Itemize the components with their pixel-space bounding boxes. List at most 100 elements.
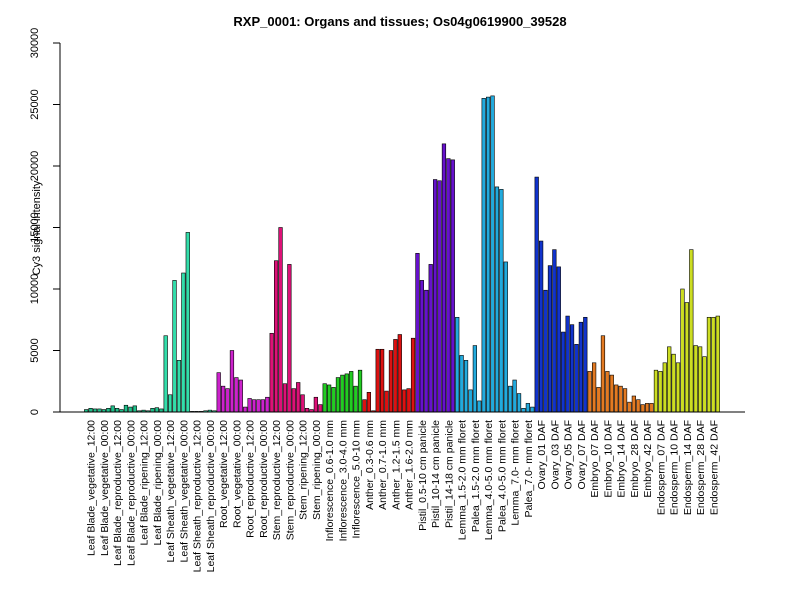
bar bbox=[627, 401, 632, 413]
x-category-label: Leaf Sheath_vegetative_00:00 bbox=[178, 420, 190, 563]
bar bbox=[516, 393, 522, 413]
bar bbox=[592, 362, 597, 413]
x-category-label: Lemma_7.0- mm floret bbox=[510, 420, 522, 526]
bar bbox=[397, 334, 402, 413]
bar bbox=[375, 348, 380, 413]
bar bbox=[304, 408, 310, 413]
bar bbox=[631, 395, 636, 413]
bar bbox=[693, 345, 698, 413]
bar bbox=[539, 240, 544, 413]
bar bbox=[556, 266, 561, 413]
bar bbox=[477, 400, 482, 413]
bar bbox=[327, 384, 332, 413]
bar bbox=[547, 265, 553, 413]
y-tick-label: 30000 bbox=[29, 28, 41, 59]
x-category-label: Embryo_14 DAF bbox=[616, 420, 628, 498]
bar bbox=[278, 227, 283, 413]
x-category-label: Palea_4.0-5.0 mm floret bbox=[496, 420, 508, 532]
bar bbox=[216, 372, 221, 413]
bar bbox=[115, 408, 120, 413]
bar bbox=[455, 316, 460, 413]
bar bbox=[552, 249, 557, 413]
bar bbox=[163, 335, 168, 413]
bar-series bbox=[84, 95, 720, 413]
bar bbox=[344, 373, 349, 413]
bar bbox=[653, 369, 659, 413]
x-category-label: Leaf Blade_vegetative_00:00 bbox=[99, 420, 111, 556]
x-category-label: Root_reproductive_00:00 bbox=[258, 420, 270, 538]
bar bbox=[583, 316, 588, 413]
bar bbox=[296, 382, 301, 413]
y-tick-label: 5000 bbox=[29, 338, 41, 362]
x-category-label: Ovary_03 DAF bbox=[549, 420, 561, 489]
bar bbox=[406, 388, 411, 413]
bar bbox=[106, 408, 111, 413]
bar bbox=[185, 232, 190, 413]
y-tick-label: 0 bbox=[29, 409, 41, 415]
bar bbox=[331, 387, 336, 413]
x-category-labels: Leaf Blade_vegetative_12:00 Leaf Blade_ve… bbox=[86, 420, 721, 573]
bar bbox=[410, 337, 416, 413]
x-category-label: Embryo_28 DAF bbox=[629, 420, 641, 498]
bar bbox=[256, 399, 261, 413]
bar bbox=[512, 379, 517, 413]
bar bbox=[349, 371, 354, 413]
x-category-label: Leaf Blade_vegetative_12:00 bbox=[86, 420, 98, 556]
bar bbox=[486, 96, 491, 413]
bar bbox=[388, 350, 394, 413]
bar bbox=[618, 385, 623, 413]
bar bbox=[578, 321, 583, 413]
bar bbox=[150, 408, 155, 413]
x-category-label: Pistil_14-18 cm panicle bbox=[443, 420, 455, 528]
x-category-label: Stem_ripening_00:00 bbox=[311, 420, 323, 520]
bar bbox=[428, 264, 433, 413]
bar bbox=[274, 260, 279, 413]
bar bbox=[596, 387, 601, 413]
x-category-label: Inflorescence_3.0-4.0 mm bbox=[337, 420, 349, 542]
bar bbox=[463, 360, 469, 413]
x-category-label: Leaf Sheath_reproductive_12:00 bbox=[192, 420, 204, 573]
bar bbox=[168, 394, 173, 413]
bar bbox=[243, 406, 248, 413]
bar bbox=[494, 186, 500, 413]
bar bbox=[318, 404, 323, 413]
x-category-label: Pistil_0.5-10 cm panicle bbox=[417, 420, 429, 531]
bar bbox=[441, 143, 447, 413]
bar bbox=[543, 289, 548, 413]
bar bbox=[684, 302, 689, 413]
y-axis-label: Cy3 signal intensity bbox=[31, 180, 43, 275]
bar bbox=[123, 404, 129, 413]
x-category-label: Pistil_10-14 cm panicle bbox=[430, 420, 442, 528]
bar bbox=[698, 346, 703, 413]
bar bbox=[366, 392, 371, 413]
bar bbox=[260, 399, 265, 413]
bar bbox=[415, 253, 420, 413]
x-category-label: Endosperm_42 DAF bbox=[708, 420, 720, 515]
bar bbox=[247, 398, 252, 413]
x-category-label: Embryo_42 DAF bbox=[642, 420, 654, 498]
bar bbox=[671, 353, 676, 413]
bar bbox=[225, 388, 230, 413]
x-category-label: Inflorescence_5.0-10 mm bbox=[351, 420, 363, 539]
y-tick-label: 25000 bbox=[29, 89, 41, 120]
x-category-label: Anther_0.3-0.6 mm bbox=[364, 420, 376, 510]
x-category-label: Leaf Sheath_vegetative_12:00 bbox=[165, 420, 177, 563]
x-category-label: Inflorescence_0.6-1.0 mm bbox=[324, 420, 336, 542]
bar bbox=[605, 371, 610, 413]
bar bbox=[508, 385, 513, 413]
bar bbox=[649, 403, 654, 413]
bar bbox=[472, 345, 477, 413]
bar bbox=[609, 374, 614, 413]
bar bbox=[481, 98, 486, 413]
x-category-label: Leaf Blade_ripening_12:00 bbox=[139, 420, 151, 546]
bar bbox=[446, 158, 451, 413]
x-category-label: Lemma_1.5-2.0 mm floret bbox=[457, 420, 469, 540]
bar bbox=[238, 379, 243, 413]
bar bbox=[450, 159, 455, 413]
bar bbox=[393, 339, 398, 413]
bar bbox=[313, 396, 318, 413]
bar bbox=[380, 348, 385, 413]
x-category-label: Endosperm_28 DAF bbox=[695, 420, 707, 515]
x-category-label: Leaf Blade_reproductive_12:00 bbox=[112, 420, 124, 566]
x-category-label: Lemma_4.0-5.0 mm floret bbox=[483, 420, 495, 540]
